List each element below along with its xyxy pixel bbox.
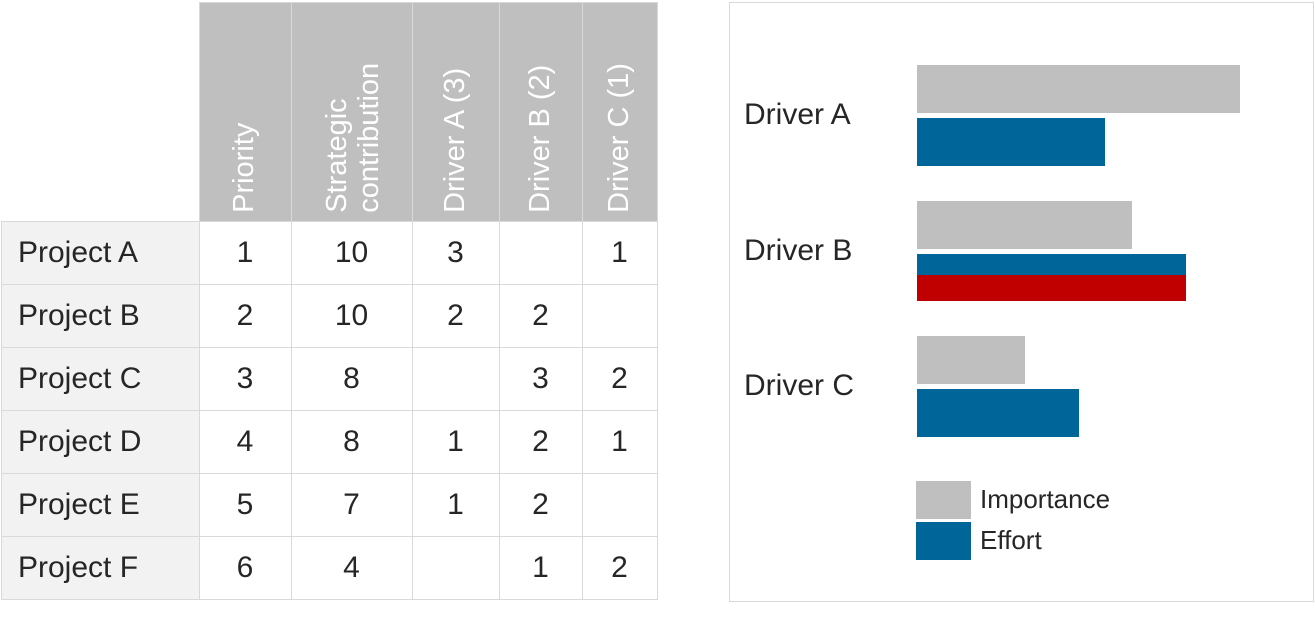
table-cell: 2 <box>411 284 500 348</box>
header-driver-b: Driver B (2) <box>498 2 583 222</box>
project-label: Project F <box>1 536 200 600</box>
table-cell: 2 <box>498 284 583 348</box>
table-cell: 2 <box>581 536 658 600</box>
project-label: Project B <box>1 284 200 348</box>
effort-bar <box>917 254 1187 301</box>
table-cell: 1 <box>411 473 500 537</box>
importance-bar <box>917 65 1240 113</box>
table-row: Project A 1 10 3 1 <box>1 221 658 285</box>
table-cell: 8 <box>290 410 413 474</box>
table-cell: 8 <box>290 347 413 411</box>
importance-bar <box>917 201 1133 249</box>
category-label: Driver B <box>744 234 853 267</box>
category-label: Driver C <box>744 369 854 402</box>
table-row: Project B 2 10 2 2 <box>1 284 658 348</box>
importance-bar <box>917 336 1025 384</box>
table-cell: 3 <box>411 221 500 285</box>
project-driver-table: Priority Strategic contribution Driver A… <box>1 2 658 600</box>
table-cell: 1 <box>581 410 658 474</box>
header-label: Strategic contribution <box>320 63 385 213</box>
legend-label: Effort <box>980 525 1042 555</box>
driver-chart: Driver A Driver B Driver C Importance Effort <box>729 2 1314 602</box>
table-cell: 1 <box>198 221 292 285</box>
table-cell <box>581 473 658 537</box>
table-cell: 2 <box>498 410 583 474</box>
header-driver-a: Driver A (3) <box>411 2 500 222</box>
header-priority: Priority <box>198 2 292 222</box>
table-cell: 5 <box>198 473 292 537</box>
header-label: Priority <box>228 122 261 213</box>
header-driver-c: Driver C (1) <box>581 2 658 222</box>
table-cell: 2 <box>198 284 292 348</box>
header-label: Driver C (1) <box>602 63 635 213</box>
table-cell: 3 <box>198 347 292 411</box>
table-cell: 2 <box>581 347 658 411</box>
project-label: Project D <box>1 410 200 474</box>
table-cell <box>411 536 500 600</box>
table-cell <box>411 347 500 411</box>
legend-swatch <box>916 522 971 560</box>
header-strategic: Strategic contribution <box>290 2 413 222</box>
table-cell: 4 <box>198 410 292 474</box>
project-label: Project E <box>1 473 200 537</box>
category-label: Driver A <box>744 98 851 131</box>
legend-swatch <box>916 481 971 519</box>
table-cell: 10 <box>290 221 413 285</box>
table-cell: 2 <box>498 473 583 537</box>
project-label: Project A <box>1 221 200 285</box>
effort-bar <box>917 118 1106 166</box>
table-cell: 1 <box>498 536 583 600</box>
corner-cell <box>1 2 200 222</box>
table-cell <box>581 284 658 348</box>
table-cell <box>498 221 583 285</box>
header-label: Driver A (3) <box>438 67 471 213</box>
header-label: Driver B (2) <box>523 64 556 213</box>
table-cell: 1 <box>411 410 500 474</box>
table-cell: 10 <box>290 284 413 348</box>
effort-bar <box>917 389 1079 437</box>
table-cell: 1 <box>581 221 658 285</box>
table-cell: 3 <box>498 347 583 411</box>
project-label: Project C <box>1 347 200 411</box>
table-cell: 6 <box>198 536 292 600</box>
table-cell: 4 <box>290 536 413 600</box>
legend-label: Importance <box>980 484 1111 514</box>
table-cell: 7 <box>290 473 413 537</box>
